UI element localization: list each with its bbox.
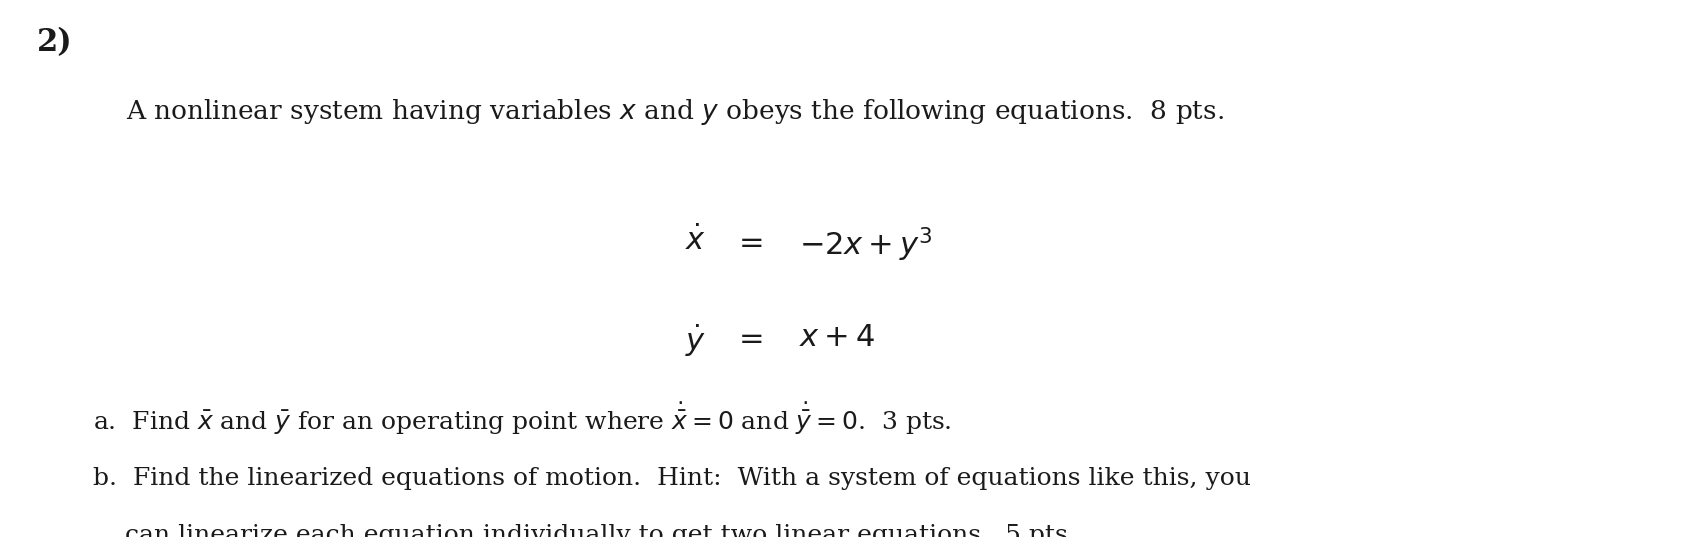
Text: $-2x + y^3$: $-2x + y^3$ <box>799 226 934 264</box>
Text: $=$: $=$ <box>733 226 764 257</box>
Text: can linearize each equation individually to get two linear equations.  5 pts.: can linearize each equation individually… <box>93 524 1075 537</box>
Text: $=$: $=$ <box>733 322 764 353</box>
Text: b.  Find the linearized equations of motion.  Hint:  With a system of equations : b. Find the linearized equations of moti… <box>93 467 1250 490</box>
Text: $\dot{x}$: $\dot{x}$ <box>685 226 706 257</box>
Text: $\dot{y}$: $\dot{y}$ <box>685 322 706 359</box>
Text: a.  Find $\bar{x}$ and $\bar{y}$ for an operating point where $\dot{\bar{x}} = 0: a. Find $\bar{x}$ and $\bar{y}$ for an o… <box>93 400 950 436</box>
Text: $x + 4$: $x + 4$ <box>799 322 875 353</box>
Text: 2): 2) <box>37 27 72 58</box>
Text: A nonlinear system having variables $x$ and $y$ obeys the following equations.  : A nonlinear system having variables $x$ … <box>126 97 1224 127</box>
